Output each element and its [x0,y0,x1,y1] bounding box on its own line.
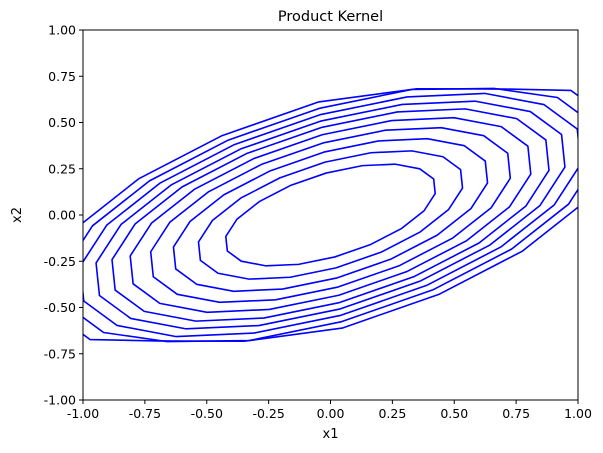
x-tick-label: -0.75 [129,406,161,421]
x-axis: -1.00 -0.75 -0.50 -0.25 0.00 0.25 0.50 0.75 1.00 [67,400,592,421]
x-tick-label: -1.00 [67,406,99,421]
contour-line-1 [225,163,436,267]
y-tick-label: -0.50 [44,300,76,315]
x-tick-label: 0.25 [378,406,406,421]
contour-line-3 [172,137,489,293]
contour-lines [83,87,578,343]
x-tick-label: 1.00 [564,406,592,421]
contour-line-7 [95,100,566,330]
contour-line-2 [197,150,464,280]
y-tick-label: 1.00 [48,23,76,38]
contour-line-4 [149,126,512,304]
y-tick-label: -0.75 [44,346,76,361]
x-tick-label: 0.50 [440,406,468,421]
plot-frame [82,29,579,401]
x-tick-label: -0.50 [191,406,223,421]
y-axis: -1.00 -0.75 -0.50 -0.25 0.00 0.25 0.50 0.75 1.00 [44,23,83,408]
y-tick-label: 0.75 [48,69,76,84]
contour-line-8 [83,92,578,338]
x-axis-title: x1 [323,427,339,442]
y-axis-title: x2 [10,207,25,223]
y-tick-label: -0.25 [44,254,76,269]
y-tick-label: 0.50 [48,115,76,130]
chart-title: Product Kernel [278,9,383,25]
y-tick-label: 0.00 [48,208,76,223]
y-tick-label: -1.00 [44,393,76,408]
x-tick-label: 0.75 [502,406,530,421]
contour-line-6 [111,108,550,322]
contour-line-10 [83,87,578,343]
x-tick-label: -0.25 [252,406,284,421]
x-tick-label: 0.00 [317,406,345,421]
contour-line-5 [129,116,532,314]
contour-line-9 [83,87,578,343]
y-tick-label: 0.25 [48,161,76,176]
